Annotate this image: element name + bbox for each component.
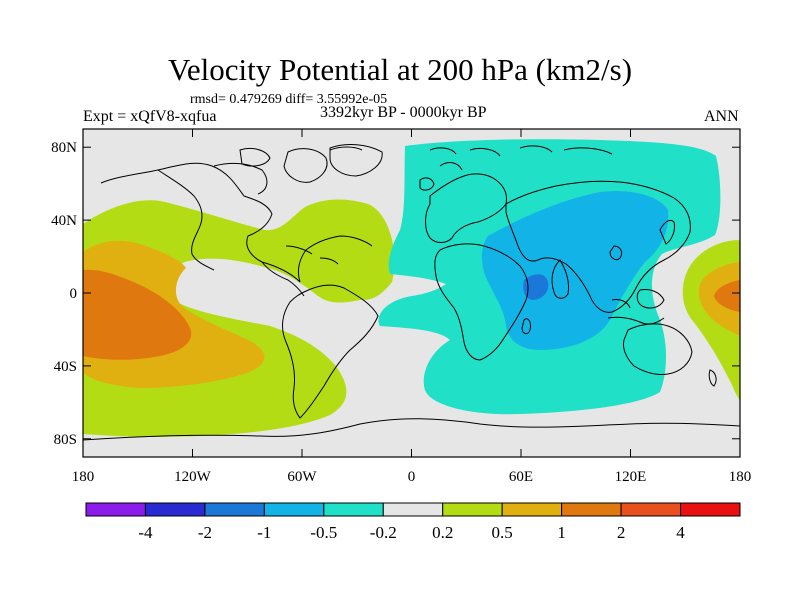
pacific-positive-contour-1	[83, 269, 192, 360]
colorbar-swatch	[501, 502, 563, 517]
colorbar-swatch	[382, 502, 444, 517]
colorbar-swatch	[442, 502, 503, 517]
colorbar-label: -4	[138, 523, 153, 542]
y-tick-label: 40S	[54, 359, 77, 375]
colorbar-swatch	[680, 502, 741, 517]
colorbar-swatch	[263, 502, 325, 517]
y-axis: 80N 40N 0 40S 80S	[51, 140, 740, 448]
colorbar-label: 0.5	[492, 523, 513, 542]
experiment-label: Expt = xQfV8-xqfua	[83, 108, 217, 125]
colorbar-swatch	[561, 502, 622, 517]
stats-line: rmsd= 0.479269 diff= 3.55992e-05	[190, 92, 388, 107]
x-tick-label: 180	[729, 469, 752, 485]
x-tick-label: 0	[408, 469, 416, 485]
colorbar-label: 2	[617, 523, 626, 542]
west-pacific-positive-contour-1	[714, 280, 740, 312]
contour-fields	[83, 139, 740, 441]
colorbar-label: -1	[257, 523, 271, 542]
x-tick-label: 180	[72, 469, 95, 485]
x-tick-label: 60E	[509, 469, 533, 485]
y-tick-label: 80N	[51, 140, 77, 156]
y-tick-label: 0	[70, 286, 78, 302]
x-axis: 180 120W 60W 0 60E 120E 180	[72, 129, 752, 485]
colorbar-label: -0.5	[310, 523, 337, 542]
x-tick-label: 120W	[174, 469, 212, 485]
colorbar-label: 1	[557, 523, 566, 542]
colorbar-swatch	[323, 502, 384, 517]
colorbar-swatch	[204, 502, 265, 517]
colorbar-swatch	[620, 502, 682, 517]
y-tick-label: 40N	[51, 213, 77, 229]
x-tick-label: 120E	[615, 469, 647, 485]
period-label: 3392kyr BP - 0000kyr BP	[320, 104, 487, 121]
colorbar: -4 -2 -1 -0.5 -0.2 0.2 0.5 1 2 4	[85, 502, 741, 542]
colorbar-label: -2	[198, 523, 212, 542]
map-title: Velocity Potential at 200 hPa (km2/s)	[167, 52, 633, 87]
colorbar-label: 4	[676, 523, 685, 542]
colorbar-label: 0.2	[432, 523, 453, 542]
y-tick-label: 80S	[54, 432, 77, 448]
colorbar-swatch	[144, 502, 206, 517]
eastern-negative-contour-0.5	[481, 190, 669, 350]
season-label: ANN	[704, 108, 739, 125]
colorbar-label: -0.2	[370, 523, 397, 542]
x-tick-label: 60W	[287, 469, 317, 485]
eastern-negative-contour-1	[523, 274, 549, 300]
coastlines	[83, 144, 740, 441]
colorbar-swatch	[85, 502, 146, 517]
